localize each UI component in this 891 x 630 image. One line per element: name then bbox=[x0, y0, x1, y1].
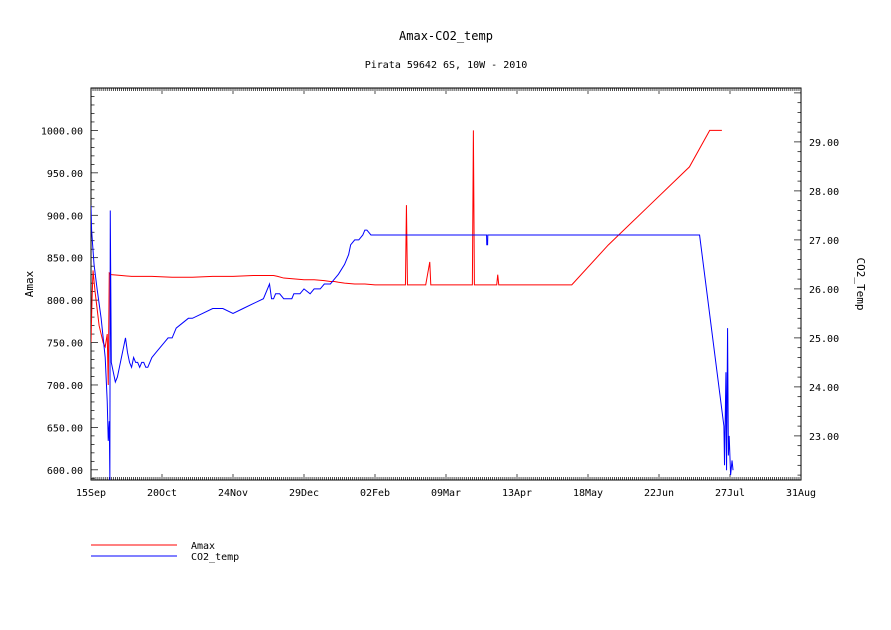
legend-label-co2-temp: CO2_temp bbox=[191, 552, 239, 563]
x-tick-label: 24Nov bbox=[218, 488, 248, 499]
x-tick-label: 29Dec bbox=[289, 488, 319, 499]
series-line-co2-temp bbox=[91, 205, 734, 480]
right-tick-label: 28.00 bbox=[809, 187, 839, 198]
x-tick-label: 15Sep bbox=[76, 488, 106, 499]
x-tick-label: 22Jun bbox=[644, 488, 674, 499]
left-tick-label: 950.00 bbox=[47, 169, 83, 180]
right-tick-label: 27.00 bbox=[809, 236, 839, 247]
x-tick-label: 31Aug bbox=[786, 488, 816, 499]
plot-frame bbox=[90, 87, 802, 481]
x-tick-label: 18May bbox=[573, 488, 603, 499]
left-tick-labels: 600.00 650.00 700.00 750.00 800.00 850.00 900.… bbox=[41, 126, 83, 476]
series-line-amax bbox=[91, 129, 722, 385]
left-tick-label: 750.00 bbox=[47, 339, 83, 350]
right-tick-labels: 23.00 24.00 25.00 26.00 27.00 28.00 29.00 bbox=[809, 138, 839, 443]
left-tick-label: 850.00 bbox=[47, 254, 83, 265]
left-axis-label: Amax bbox=[23, 270, 36, 297]
right-tick-label: 25.00 bbox=[809, 334, 839, 345]
x-tick-label: 13Apr bbox=[502, 488, 532, 499]
chart-subtitle: Pirata 59642 6S, 10W - 2010 bbox=[365, 60, 528, 71]
legend: Amax CO2_temp bbox=[91, 541, 239, 563]
x-tick-labels: 15Sep 20Oct 24Nov 29Dec 02Feb 09Mar 13Apr 18May… bbox=[76, 488, 816, 499]
left-tick-label: 900.00 bbox=[47, 211, 83, 222]
left-tick-label: 800.00 bbox=[47, 296, 83, 307]
series-layer bbox=[91, 129, 734, 480]
left-tick-label: 1000.00 bbox=[41, 126, 83, 137]
right-tick-label: 24.00 bbox=[809, 383, 839, 394]
x-tick-label: 02Feb bbox=[360, 488, 390, 499]
x-tick-label: 27Jul bbox=[715, 488, 745, 499]
right-tick-label: 26.00 bbox=[809, 285, 839, 296]
tick-marks bbox=[90, 87, 802, 480]
right-tick-label: 23.00 bbox=[809, 432, 839, 443]
plot-area bbox=[90, 87, 802, 481]
left-tick-label: 600.00 bbox=[47, 466, 83, 477]
right-tick-label: 29.00 bbox=[809, 138, 839, 149]
right-axis-label: CO2_Temp bbox=[854, 258, 867, 311]
legend-label-amax: Amax bbox=[191, 541, 215, 552]
x-tick-label: 09Mar bbox=[431, 488, 461, 499]
chart-title: Amax-CO2_temp bbox=[399, 29, 493, 43]
left-tick-label: 650.00 bbox=[47, 423, 83, 434]
x-tick-label: 20Oct bbox=[147, 488, 177, 499]
left-tick-label: 700.00 bbox=[47, 381, 83, 392]
